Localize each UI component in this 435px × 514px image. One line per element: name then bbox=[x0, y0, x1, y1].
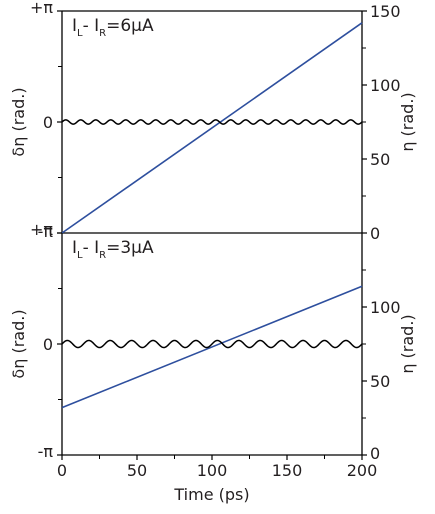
right-tick-label: 50 bbox=[370, 150, 390, 169]
right-tick-label: 50 bbox=[370, 372, 390, 391]
right-tick-label: 0 bbox=[370, 224, 380, 243]
x-tick-label: 200 bbox=[347, 461, 378, 480]
eta-series-line bbox=[61, 285, 363, 409]
current-annotation: IL- IR=3μA bbox=[72, 238, 154, 261]
left-tick-label: -π bbox=[38, 222, 54, 241]
right-axis-title: η (rad.) bbox=[398, 314, 417, 373]
right-tick-label: 0 bbox=[370, 444, 380, 463]
left-tick-label: +π bbox=[30, 0, 53, 17]
panel-1: -π 0 +π 0 50 100 150 δη (rad.) η (rad.) IL- IR=6μ… bbox=[9, 0, 417, 243]
x-axis-title: Time (ps) bbox=[173, 485, 249, 504]
x-tick-label: 100 bbox=[197, 461, 228, 480]
delta-eta-series-line bbox=[61, 339, 363, 349]
left-tick-label: 0 bbox=[43, 335, 53, 354]
delta-eta-series-line bbox=[61, 119, 363, 125]
current-annotation: IL- IR=6μA bbox=[72, 16, 154, 39]
left-tick-label: +π bbox=[30, 220, 53, 239]
right-tick-label: 100 bbox=[370, 298, 401, 317]
right-axis-title: η (rad.) bbox=[398, 92, 417, 151]
x-tick-label: 150 bbox=[272, 461, 303, 480]
left-axis-title: δη (rad.) bbox=[9, 87, 28, 156]
left-tick-label: 0 bbox=[43, 113, 53, 132]
right-tick-label: 100 bbox=[370, 76, 401, 95]
eta-series-line bbox=[61, 22, 363, 234]
x-tick-label: 0 bbox=[57, 461, 67, 480]
x-tick-label: 50 bbox=[127, 461, 147, 480]
right-tick-label: 150 bbox=[370, 2, 401, 21]
left-axis-title: δη (rad.) bbox=[9, 309, 28, 378]
left-tick-label: -π bbox=[38, 442, 54, 461]
